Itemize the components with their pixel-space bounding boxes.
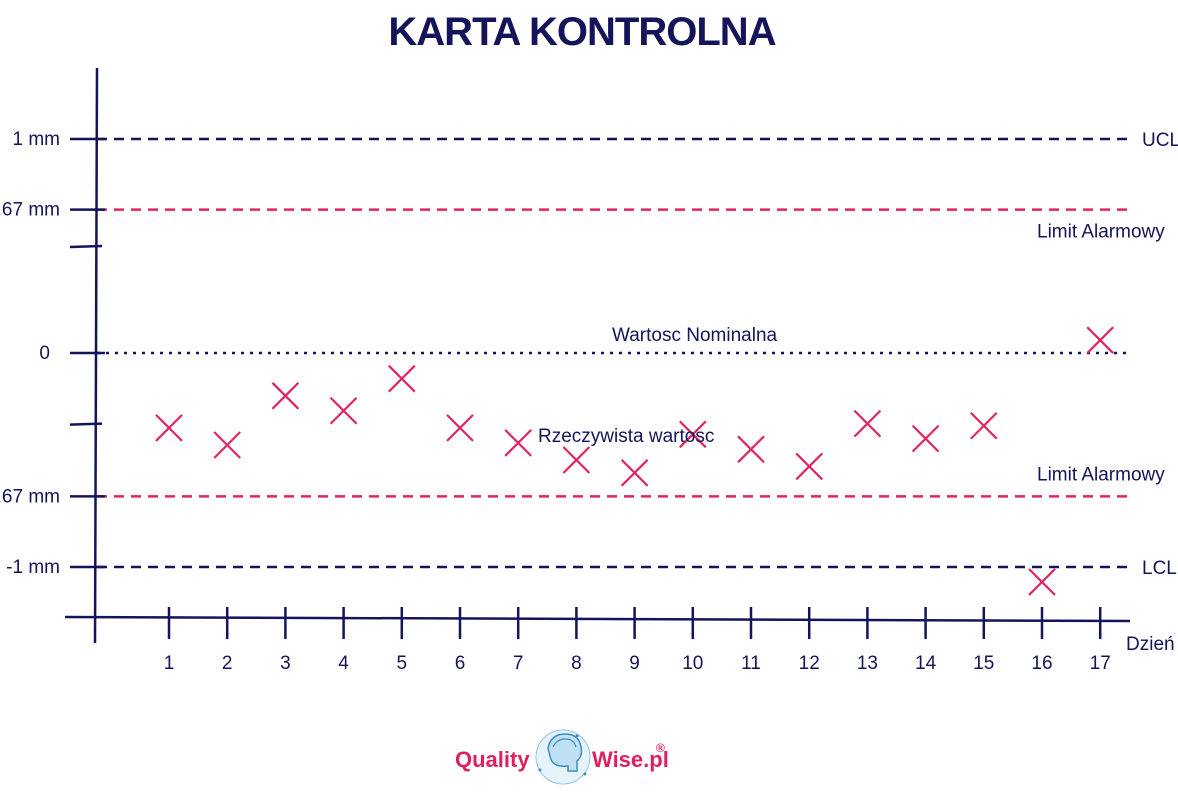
y-axis-ticks: 1 mm 0.67 mm 0 -0.67 mm -1 mm: [0, 129, 105, 578]
data-points: [155, 326, 1114, 596]
data-point: [388, 364, 416, 393]
x-tick-label: 16: [1031, 653, 1052, 674]
data-point-stroke: [562, 446, 591, 474]
x-tick-label: 11: [741, 653, 761, 674]
data-point: [329, 397, 358, 425]
data-point: [795, 452, 823, 481]
data-point: [853, 409, 882, 438]
x-tick-label: 8: [571, 653, 582, 674]
data-point-stroke: [795, 452, 823, 481]
data-point: [155, 414, 183, 442]
data-point-stroke: [1086, 326, 1114, 354]
x-tick-label: 13: [857, 653, 878, 674]
data-point: [737, 435, 765, 464]
logo-wise-text: Wise.pl: [592, 747, 669, 772]
y-tick-label: 0.67 mm: [0, 200, 60, 221]
quality-wise-logo: Quality Wise.pl ®: [455, 729, 669, 785]
ref-label-limit-alarmowy: Limit Alarmowy: [1037, 464, 1165, 485]
data-point-stroke: [853, 409, 882, 438]
data-point-stroke: [271, 382, 300, 410]
y-tick-unlabeled: [69, 422, 103, 426]
y-tick-label: 1 mm: [13, 129, 61, 150]
x-tick-label: 4: [338, 653, 349, 674]
reference-lines: UCL Limit Alarmowy Wartosc Nominalna Limit …: [97, 130, 1178, 579]
x-tick-label: 1: [164, 653, 175, 674]
x-tick-label: 7: [513, 653, 524, 674]
x-axis-label: Dzień: [1126, 634, 1175, 655]
data-point-stroke: [911, 424, 940, 453]
data-point: [970, 411, 998, 440]
x-tick-label: 5: [397, 653, 408, 674]
x-tick-label: 10: [682, 653, 703, 674]
x-tick-label: 2: [222, 653, 233, 674]
data-point: [271, 382, 300, 410]
data-point-stroke: [213, 431, 241, 459]
data-point-stroke: [329, 397, 358, 425]
x-tick-label: 14: [915, 653, 937, 674]
data-point-stroke: [970, 411, 998, 440]
x-tick-label: 15: [973, 653, 994, 674]
x-tick-label: 17: [1090, 653, 1111, 674]
data-point: [911, 424, 940, 453]
annotation-actual-value: Rzeczywista wartosc: [538, 426, 714, 447]
x-tick-label: 12: [799, 653, 820, 674]
y-tick-label: -0.67 mm: [0, 486, 60, 507]
data-point: [679, 420, 707, 449]
x-tick-label: 9: [629, 653, 640, 674]
logo-quality-text: Quality: [455, 747, 530, 772]
data-point-stroke: [155, 414, 183, 442]
x-axis-ticks: 1 2 3 4 5 6 7 8 9 10 11 12 13 14 15 16 17: [164, 607, 1111, 674]
data-point: [213, 431, 241, 459]
y-tick-unlabeled: [69, 244, 103, 249]
y-tick-label: 0: [39, 343, 50, 364]
data-point: [1028, 568, 1056, 596]
x-tick-label: 6: [455, 653, 466, 674]
ref-label-limit-alarmowy: Limit Alarmowy: [1037, 222, 1165, 243]
data-point: [562, 446, 591, 474]
data-point-stroke: [620, 459, 649, 487]
ref-label-lcl: LCL: [1142, 558, 1177, 579]
data-point-stroke: [1028, 568, 1056, 596]
logo-registered-mark: ®: [656, 741, 665, 755]
y-tick-label: -1 mm: [6, 557, 60, 578]
brain-head-icon: [535, 729, 591, 785]
axes: [64, 67, 1131, 644]
data-point: [1086, 326, 1114, 354]
data-point: [446, 414, 474, 442]
data-point-stroke: [446, 414, 474, 442]
y-axis-line: [93, 67, 99, 644]
data-point-stroke: [679, 420, 707, 449]
chart-title: KARTA KONTROLNA: [388, 10, 775, 54]
data-point-stroke: [504, 429, 532, 457]
data-point-stroke: [737, 435, 765, 464]
data-point-stroke: [388, 364, 416, 393]
ref-label-ucl: UCL: [1142, 130, 1178, 151]
data-point: [504, 429, 532, 457]
x-tick-label: 3: [280, 653, 291, 674]
data-point: [620, 459, 649, 487]
x-axis-line: [64, 615, 1131, 623]
ref-label-wartosc-nominalna: Wartosc Nominalna: [612, 325, 778, 346]
